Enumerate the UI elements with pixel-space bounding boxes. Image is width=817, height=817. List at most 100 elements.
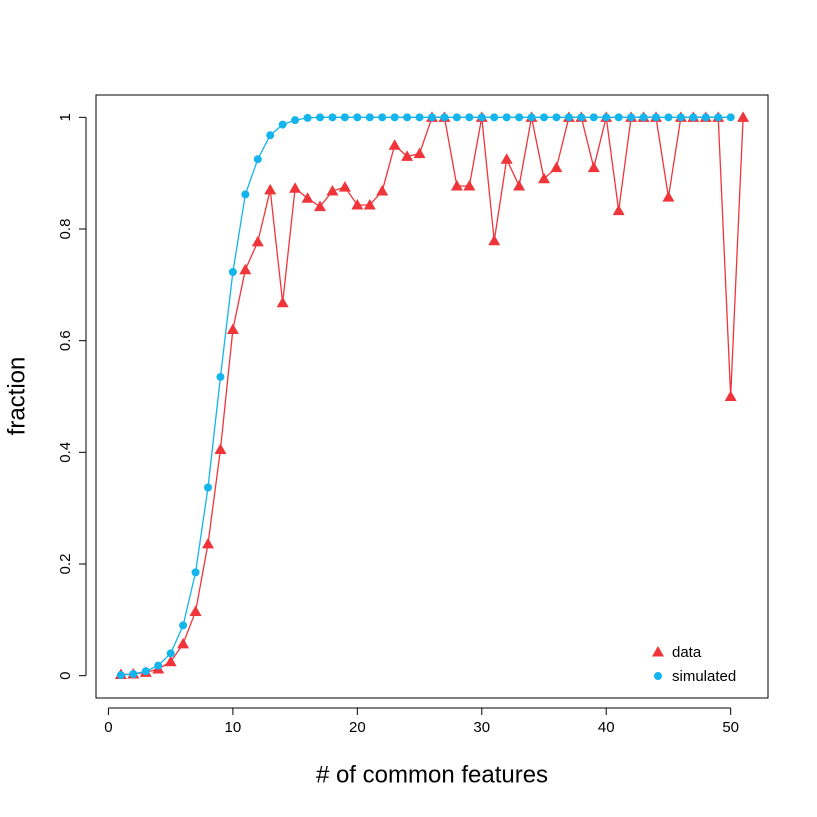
data-point	[726, 113, 735, 122]
data-point	[116, 671, 125, 680]
legend-symbol	[652, 646, 664, 657]
data-point	[577, 113, 586, 122]
data-point	[490, 113, 499, 122]
data-point	[737, 111, 750, 122]
data-point	[413, 147, 426, 159]
data-point	[664, 113, 673, 122]
data-point	[587, 161, 600, 173]
data-point	[166, 649, 175, 658]
x-tick-label: 20	[349, 719, 366, 736]
data-point	[602, 113, 611, 122]
data-point	[450, 180, 463, 191]
data-point	[440, 113, 449, 122]
series-line	[120, 116, 744, 676]
x-tick-label: 10	[225, 719, 242, 736]
data-point	[502, 113, 511, 122]
data-point	[676, 113, 685, 122]
data-point	[552, 113, 561, 122]
y-tick-label: 1	[57, 113, 74, 121]
data-point	[214, 443, 227, 455]
x-tick-label: 40	[598, 719, 615, 736]
data-point	[589, 113, 598, 122]
data-point	[314, 200, 326, 212]
y-axis-label: fraction	[3, 357, 30, 436]
y-tick-label: 0.2	[57, 554, 74, 575]
data-point	[278, 120, 287, 129]
data-point	[251, 235, 264, 247]
data-point	[351, 198, 364, 210]
series-line	[120, 116, 731, 676]
data-point	[627, 113, 636, 122]
data-point	[639, 113, 648, 122]
data-point	[291, 116, 300, 125]
data-point	[515, 113, 524, 122]
data-point	[465, 113, 474, 122]
data-point	[564, 113, 573, 122]
data-point	[724, 390, 737, 401]
data-point	[289, 182, 302, 193]
data-point	[189, 605, 202, 616]
plot-frame	[95, 94, 769, 699]
data-point	[376, 185, 389, 196]
data-point	[239, 263, 252, 275]
data-point	[228, 267, 237, 276]
data-point	[401, 150, 414, 161]
data-point	[488, 234, 501, 246]
data-point	[378, 113, 387, 122]
data-point	[177, 637, 190, 649]
data-point	[353, 113, 362, 122]
y-tick-label: 0.6	[57, 330, 74, 351]
data-point	[202, 537, 214, 549]
data-point	[276, 296, 289, 308]
data-point	[191, 568, 200, 577]
data-point	[204, 483, 212, 492]
data-point	[216, 372, 225, 381]
data-point	[612, 204, 625, 216]
data-point	[303, 113, 312, 122]
y-tick-label: 0	[57, 671, 74, 679]
data-point	[540, 113, 548, 122]
data-point	[328, 113, 337, 122]
data-point	[264, 183, 277, 195]
data-point	[141, 667, 150, 676]
data-point	[477, 113, 486, 122]
data-point	[154, 661, 163, 670]
data-point	[550, 161, 563, 173]
data-point	[662, 191, 675, 202]
data-point	[226, 323, 239, 334]
data-point	[513, 180, 526, 191]
data-point	[527, 113, 536, 122]
data-point	[266, 131, 275, 140]
x-tick-label: 30	[473, 719, 490, 736]
x-tick-label: 50	[722, 719, 739, 736]
data-point	[253, 155, 262, 164]
data-point	[463, 180, 476, 191]
data-point	[403, 113, 412, 122]
data-point	[363, 198, 376, 210]
y-tick-label: 0.8	[57, 219, 74, 240]
data-point	[164, 655, 177, 667]
data-point	[338, 181, 351, 192]
data-point	[652, 113, 660, 122]
data-point	[415, 113, 424, 122]
data-point	[326, 185, 339, 196]
data-point	[316, 113, 324, 122]
legend-label: data	[672, 644, 702, 661]
data-point	[129, 669, 138, 678]
data-point	[538, 172, 550, 184]
data-point	[340, 113, 349, 122]
x-axis-label: # of common features	[316, 761, 548, 788]
data-point	[179, 621, 188, 630]
data-point	[365, 113, 374, 122]
data-point	[614, 113, 623, 122]
data-point	[500, 153, 513, 164]
data-point	[689, 113, 698, 122]
data-point	[714, 113, 723, 122]
data-point	[388, 139, 401, 150]
data-point	[452, 113, 461, 122]
data-point	[428, 113, 436, 122]
y-tick-label: 0.4	[57, 442, 74, 463]
data-point	[241, 190, 250, 199]
